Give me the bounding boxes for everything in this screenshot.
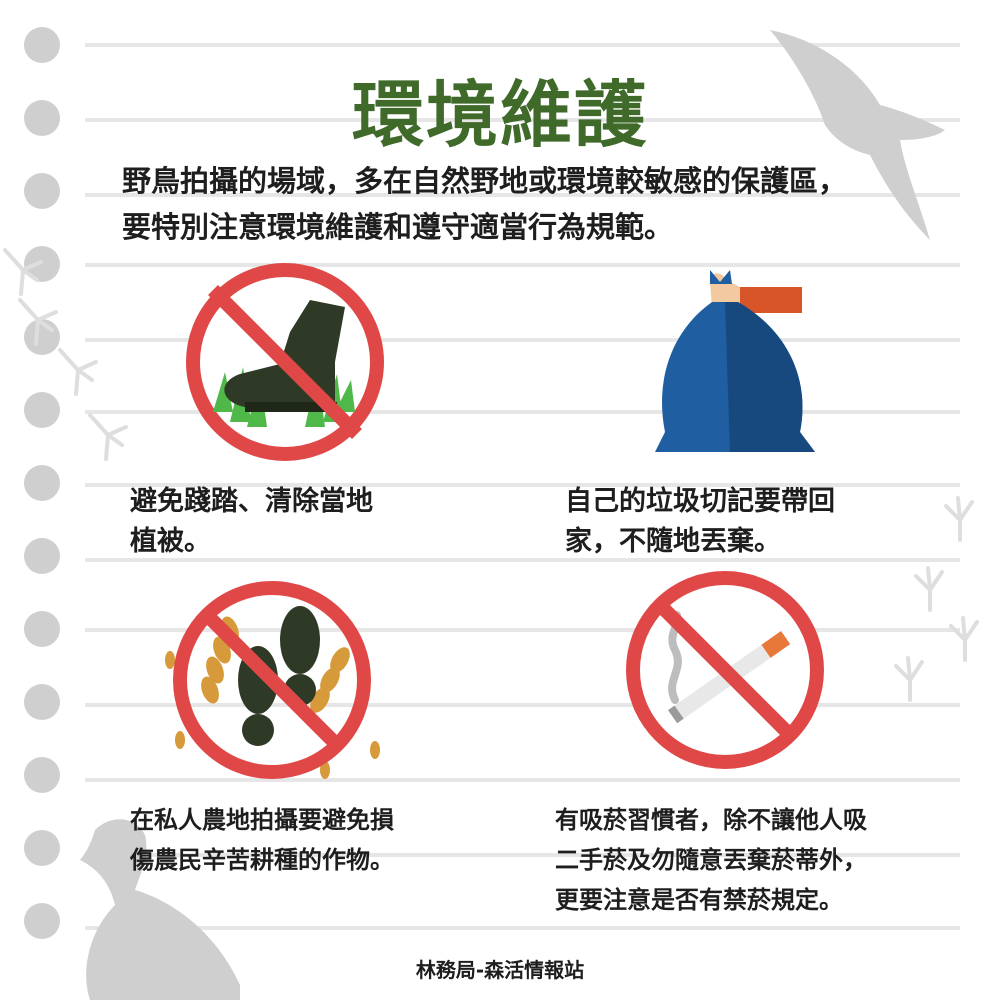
footer-credit: 林務局-森活情報站	[415, 958, 585, 982]
caption-crops: 在私人農地拍攝要避免損 傷農民辛苦耕種的作物。	[130, 800, 394, 880]
intro-line: 野鳥拍攝的場域，多在自然野地或環境較敏感的保護區，	[122, 164, 848, 198]
caption-line: 二手菸及勿隨意丟棄菸蒂外，	[555, 846, 867, 874]
intro-text: 野鳥拍攝的場域，多在自然野地或環境較敏感的保護區， 要特別注意環境維護和遵守適當…	[122, 158, 962, 250]
caption-line: 傷農民辛苦耕種的作物。	[130, 846, 394, 874]
caption-line: 更要注意是否有禁菸規定。	[555, 886, 843, 914]
no-smoking-icon	[626, 571, 824, 769]
caption-line: 植被。	[130, 526, 211, 557]
caption-line: 有吸菸習慣者，除不讓他人吸	[555, 806, 867, 834]
caption-smoking: 有吸菸習慣者，除不讓他人吸 二手菸及勿隨意丟棄菸蒂外， 更要注意是否有禁菸規定。	[555, 800, 867, 920]
no-walking-on-crops-icon	[165, 581, 380, 779]
caption-line: 避免踐踏、清除當地	[130, 486, 373, 517]
no-trampling-icon	[186, 263, 384, 461]
caption-trash: 自己的垃圾切記要帶回 家，不隨地丟棄。	[565, 482, 835, 562]
caption-line: 家，不隨地丟棄。	[565, 526, 781, 557]
caption-line: 在私人農地拍攝要避免損	[130, 806, 394, 834]
trash-bag-icon	[655, 270, 815, 452]
caption-no-trampling: 避免踐踏、清除當地 植被。	[130, 482, 373, 562]
caption-line: 自己的垃圾切記要帶回	[565, 486, 835, 517]
page-title: 環境維護	[351, 73, 648, 157]
intro-line: 要特別注意環境維護和遵守適當行為規範。	[122, 210, 674, 244]
